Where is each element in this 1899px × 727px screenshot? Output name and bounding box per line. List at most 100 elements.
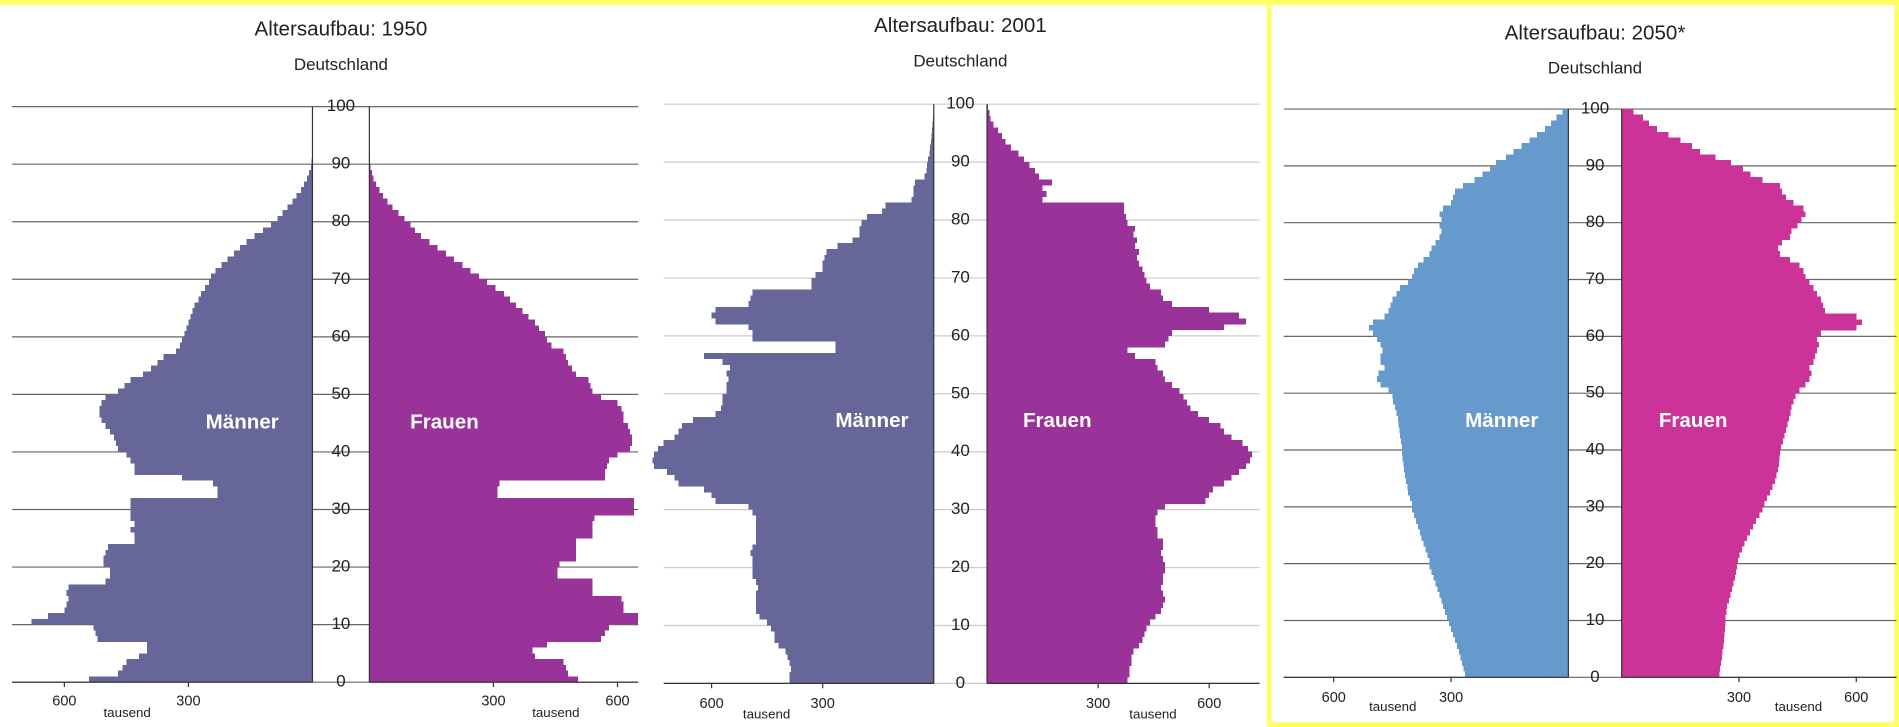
bar [130, 457, 313, 464]
bar [824, 254, 934, 261]
y-tick-label: 10 [1586, 610, 1605, 629]
bar [182, 336, 313, 343]
bar [1621, 370, 1812, 377]
bar [1399, 427, 1569, 433]
bar [1621, 450, 1781, 456]
bar [987, 625, 1147, 632]
bar [1402, 450, 1569, 456]
bar [1621, 495, 1768, 502]
bar [1621, 427, 1786, 433]
bar [1621, 620, 1726, 627]
bar [215, 267, 313, 274]
bar [287, 204, 313, 211]
bar [369, 400, 618, 406]
bar [134, 463, 313, 470]
bar [190, 313, 313, 320]
bar [987, 295, 1163, 302]
bar [1621, 143, 1693, 149]
bar [987, 567, 1165, 574]
bar [1396, 410, 1569, 416]
bar [369, 336, 548, 343]
bar [859, 225, 934, 232]
bar [369, 607, 624, 614]
bar [987, 191, 1047, 197]
y-tick-label: 100 [327, 96, 355, 115]
bar [915, 179, 934, 186]
bar [931, 133, 934, 139]
bar [369, 561, 560, 568]
bar [1464, 671, 1569, 678]
bar [1390, 302, 1569, 308]
bar [1404, 467, 1569, 473]
y-tick-label: 80 [1586, 212, 1605, 231]
y-tick-label: 90 [951, 152, 970, 171]
bar [369, 503, 635, 510]
bar [1621, 359, 1814, 365]
y-tick-label: 20 [951, 557, 970, 576]
bar [1621, 319, 1863, 325]
bar [282, 210, 313, 216]
bar [1398, 421, 1569, 428]
bar [987, 619, 1150, 626]
bar [1462, 660, 1569, 666]
bar [1621, 484, 1773, 490]
bar [1411, 501, 1569, 507]
bar [1621, 234, 1790, 240]
bar [1513, 148, 1569, 155]
bar [99, 411, 313, 418]
bar [369, 285, 496, 291]
bar [726, 382, 934, 388]
bar [262, 227, 313, 234]
bar [369, 613, 639, 619]
bar [369, 325, 539, 332]
bar [1372, 330, 1569, 337]
bar [138, 653, 313, 660]
bar [1425, 546, 1569, 553]
bar [1482, 171, 1569, 178]
bar [369, 290, 504, 297]
bar [124, 382, 313, 389]
bar [987, 422, 1221, 429]
x-tick-label: 300 [1086, 696, 1110, 712]
bar [369, 538, 577, 545]
bar [987, 590, 1163, 597]
bar [987, 411, 1199, 417]
chart-subtitle: Deutschland [913, 51, 1007, 70]
bar [369, 469, 606, 475]
bar [101, 400, 313, 406]
y-tick-label: 40 [1586, 439, 1605, 458]
bar [369, 342, 552, 349]
bar [1621, 552, 1740, 558]
bar [369, 423, 628, 429]
bar [369, 388, 593, 395]
bar [663, 440, 934, 446]
bar [105, 549, 313, 556]
bar [987, 584, 1162, 591]
bar [369, 676, 579, 683]
bar [1392, 296, 1569, 303]
bar [811, 277, 934, 284]
x-axis-label: tausend [1369, 699, 1416, 714]
bar [785, 648, 934, 655]
bar [1621, 603, 1728, 610]
bar [151, 365, 313, 372]
bar [95, 630, 313, 637]
series-label: Frauen [1023, 409, 1092, 432]
bar [369, 457, 610, 464]
bar [369, 359, 568, 366]
bar [657, 445, 934, 452]
bar [130, 509, 313, 516]
bar [1621, 222, 1798, 229]
bar [711, 492, 934, 499]
bar [369, 405, 622, 412]
bar [752, 567, 934, 574]
x-tick-label: 300 [1727, 690, 1751, 706]
bar [1621, 285, 1814, 291]
bar [369, 198, 388, 205]
bar [859, 231, 934, 238]
bar [369, 239, 430, 245]
bar [217, 492, 313, 498]
bar [654, 463, 934, 470]
bar [1621, 307, 1825, 314]
bar [1621, 120, 1650, 127]
